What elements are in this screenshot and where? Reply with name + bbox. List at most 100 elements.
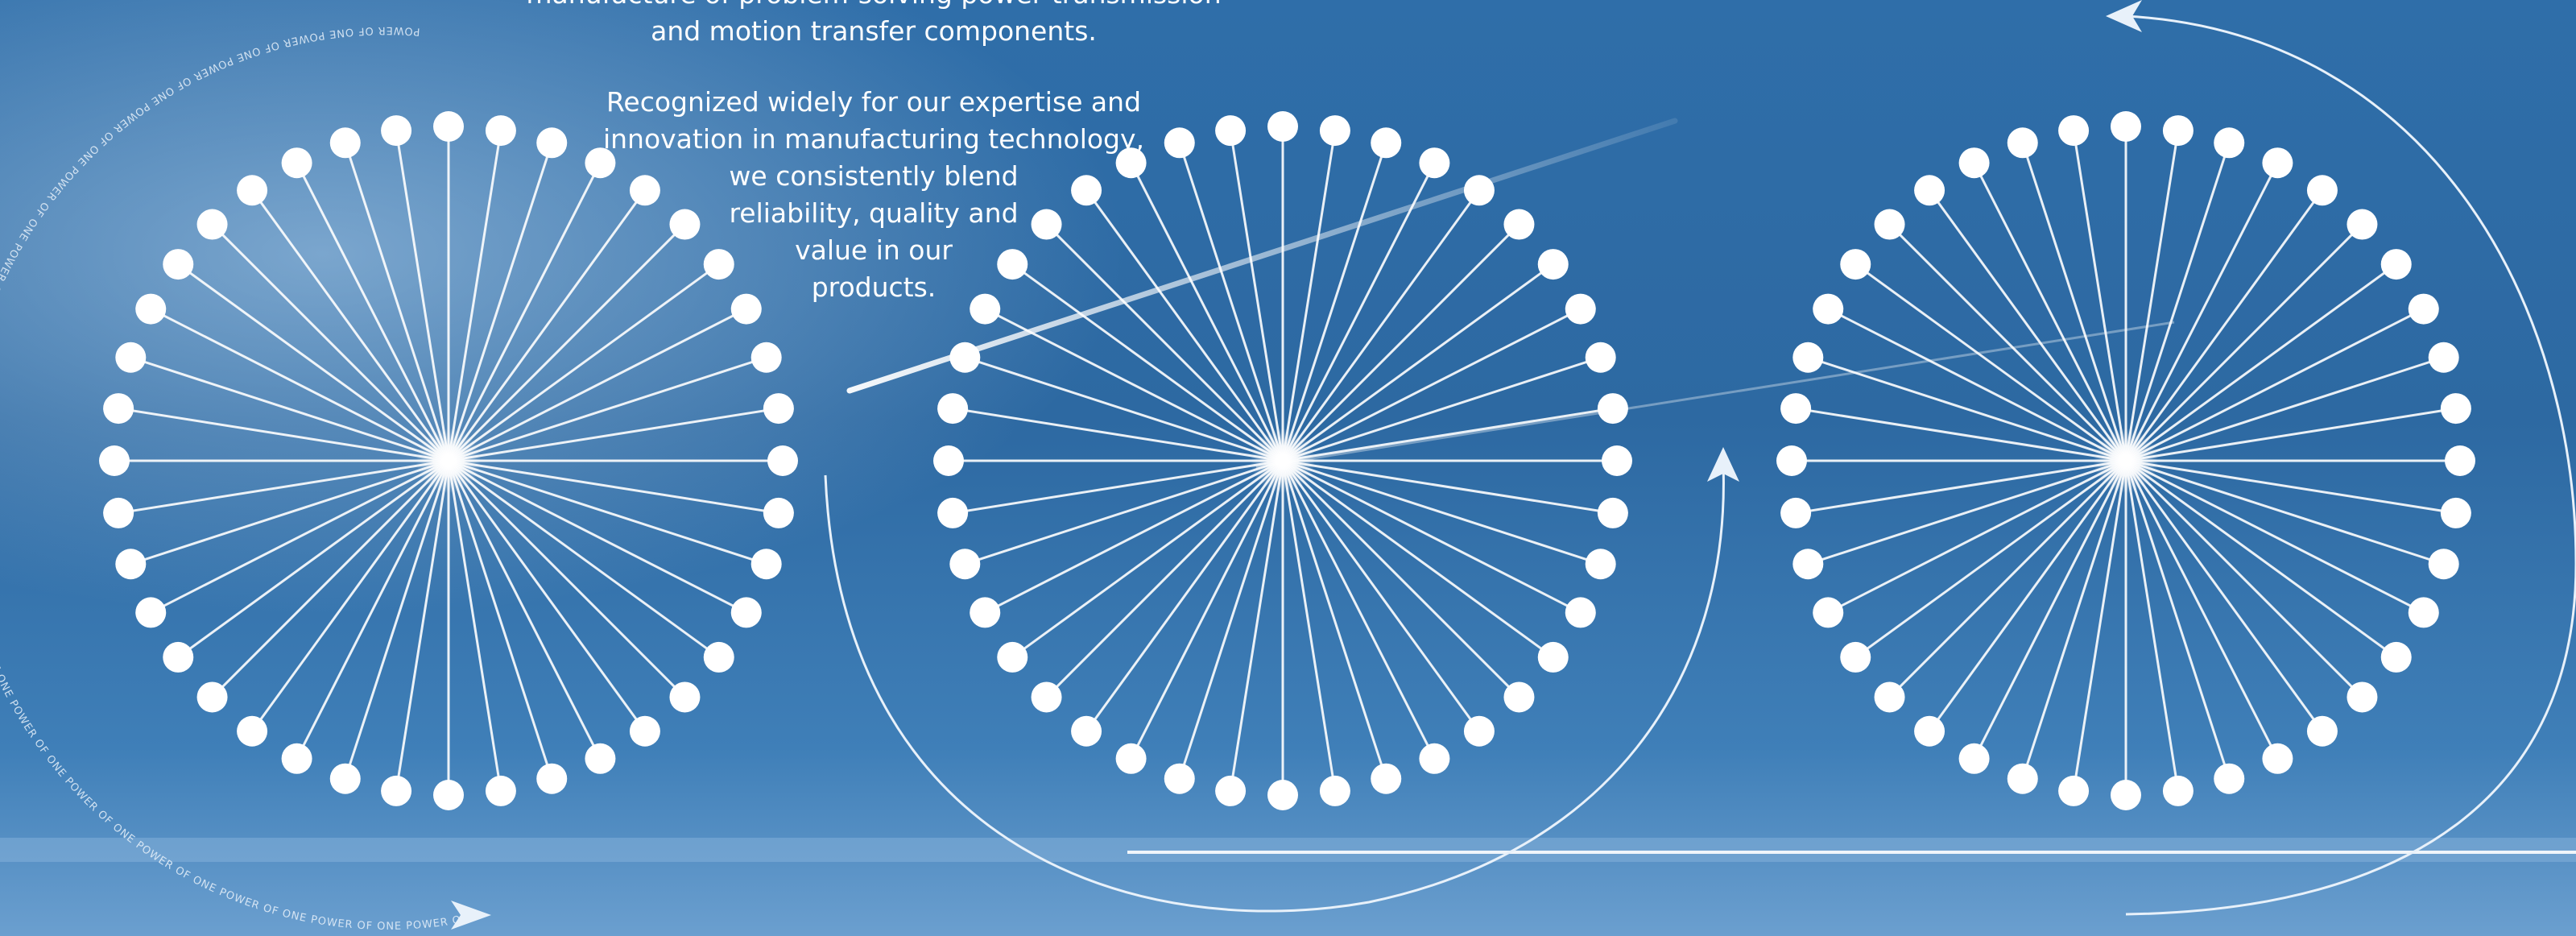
intro-text-block: manufacture of problem-solving power tra… bbox=[451, 0, 1296, 306]
body-line-6: products. bbox=[811, 271, 937, 303]
spoke-dot bbox=[1164, 763, 1195, 794]
spoke-line bbox=[1807, 459, 2127, 565]
spoke-line bbox=[1281, 460, 1337, 792]
spoke-dot bbox=[1537, 249, 1569, 280]
body-line-5: value in our bbox=[795, 234, 953, 266]
spoke-line bbox=[447, 162, 602, 462]
spoke-dot bbox=[1874, 209, 1905, 240]
spoke-line bbox=[952, 407, 1284, 462]
spoke-line bbox=[118, 407, 449, 462]
spoke-line bbox=[964, 459, 1284, 565]
spoke-dot bbox=[767, 445, 798, 476]
spoke-line bbox=[1928, 189, 2127, 462]
spoke-dot bbox=[103, 393, 134, 425]
spoke-line bbox=[448, 308, 747, 462]
spoke-dot bbox=[1537, 641, 1569, 673]
spoke-dot bbox=[237, 175, 268, 206]
spoke-line bbox=[447, 460, 502, 792]
spoke-line bbox=[130, 459, 449, 565]
body-line-3: we consistently blend bbox=[729, 160, 1019, 192]
spoke-dot bbox=[750, 342, 782, 373]
spoke-line bbox=[2125, 459, 2425, 614]
spoke-dot bbox=[329, 127, 361, 159]
spoke-dot bbox=[1503, 209, 1535, 240]
spoke-dot bbox=[1840, 641, 1871, 673]
spoke-dot bbox=[1071, 175, 1102, 206]
spoke-line bbox=[2125, 356, 2445, 462]
arrow-head-right-icon bbox=[451, 901, 491, 930]
spoke-line bbox=[2124, 223, 2363, 462]
spoke-line bbox=[1281, 460, 1481, 732]
spoke-dot bbox=[1813, 293, 1844, 325]
spoke-line bbox=[2124, 460, 2279, 760]
spoke-dot bbox=[2428, 549, 2459, 580]
spoke-line bbox=[1888, 223, 2127, 462]
body-line-1: Recognized widely for our expertise and bbox=[606, 86, 1142, 118]
spoke-dot bbox=[99, 445, 130, 476]
spoke-dot bbox=[2440, 393, 2471, 425]
spoke-line bbox=[1282, 308, 1582, 462]
spoke-dot bbox=[1463, 715, 1495, 747]
light-beam bbox=[846, 118, 1678, 394]
spoke-dot bbox=[669, 209, 701, 240]
spoke-line bbox=[447, 142, 553, 462]
spoke-line bbox=[1807, 356, 2127, 462]
spoke-line bbox=[2072, 460, 2127, 792]
spoke-line bbox=[2124, 189, 2324, 462]
spoke-dot bbox=[1776, 445, 1807, 476]
spoke-line bbox=[2125, 459, 2445, 565]
spoke-line bbox=[1011, 459, 1284, 659]
arrow-head-left-icon bbox=[2106, 0, 2142, 32]
spoke-dot bbox=[1840, 249, 1871, 280]
spoke-line bbox=[952, 459, 1284, 515]
spoke-line bbox=[2125, 459, 2457, 515]
body-line-2: innovation in manufacturing technology, bbox=[602, 123, 1145, 155]
spoke-dot bbox=[629, 175, 660, 206]
spoke-dot bbox=[703, 249, 734, 280]
spoke-dot bbox=[1215, 115, 1247, 147]
spoke-dot bbox=[1958, 743, 1990, 774]
spoke-line bbox=[1085, 189, 1284, 462]
spoke-dot bbox=[937, 497, 969, 528]
spoke-line bbox=[1045, 223, 1284, 462]
spoke-line bbox=[1130, 460, 1284, 760]
spoke-dot bbox=[585, 147, 616, 179]
spoke-dot bbox=[2214, 127, 2245, 159]
spoke-line bbox=[448, 459, 779, 515]
spoke-dot bbox=[433, 111, 464, 142]
spoke-line bbox=[211, 459, 450, 698]
spoke-line bbox=[344, 460, 450, 780]
spoke-line bbox=[395, 460, 450, 792]
wheels-group bbox=[99, 111, 2475, 810]
spoke-dot bbox=[669, 681, 701, 713]
spoke-dot bbox=[2445, 445, 2475, 476]
spoke-dot bbox=[1371, 763, 1402, 794]
spoke-line bbox=[296, 460, 450, 760]
spoke-dot bbox=[750, 549, 782, 580]
spoke-dot bbox=[1031, 681, 1062, 713]
spoke-dot bbox=[730, 597, 762, 628]
spoke-line bbox=[1282, 263, 1554, 462]
spoke-dot bbox=[536, 763, 568, 794]
spoke-line bbox=[2072, 130, 2127, 462]
spoke-dot bbox=[1267, 780, 1298, 810]
spoke-line bbox=[250, 460, 450, 732]
spoke-line bbox=[1973, 162, 2127, 462]
spoke-line bbox=[1928, 460, 2127, 732]
spoke-dot bbox=[997, 641, 1028, 673]
spoke-line bbox=[1085, 460, 1284, 732]
spoke-line bbox=[1229, 460, 1284, 792]
spoke-line bbox=[1281, 459, 1520, 698]
spoke-dot bbox=[1267, 111, 1298, 142]
spoke-dot bbox=[115, 342, 147, 373]
spoke-line bbox=[984, 459, 1284, 614]
spoke-line bbox=[150, 308, 449, 462]
curved-arrow-middle bbox=[824, 462, 1725, 913]
spoke-dot bbox=[1813, 597, 1844, 628]
spoke-line bbox=[447, 223, 686, 462]
spoke-line bbox=[447, 130, 502, 462]
spoke-line bbox=[448, 407, 779, 462]
arrow-head-up-icon bbox=[1707, 447, 1739, 482]
spoke-dot bbox=[163, 641, 194, 673]
